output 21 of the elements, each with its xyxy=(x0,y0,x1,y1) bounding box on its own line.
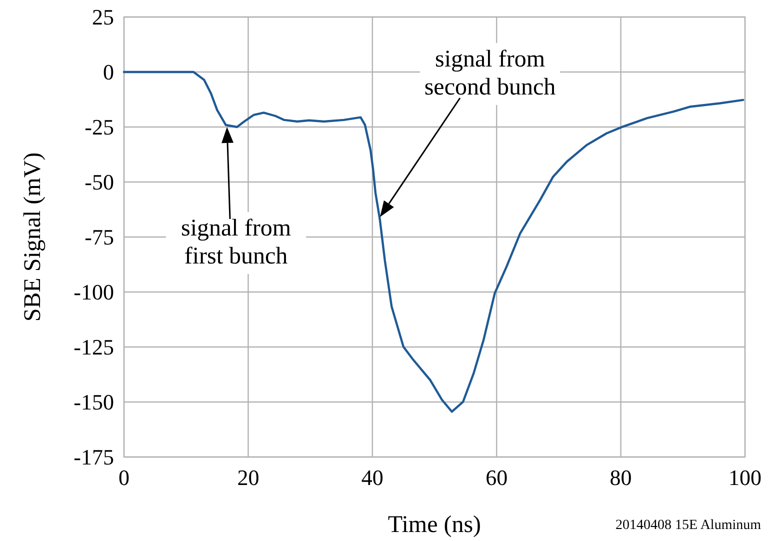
x-tick-label: 60 xyxy=(486,465,508,490)
y-tick-label: -75 xyxy=(84,224,114,250)
x-tick-label: 20 xyxy=(237,465,260,490)
text: 20140408 15E Aluminum xyxy=(616,518,762,533)
y-tick-label: -50 xyxy=(84,170,114,195)
x-tick-label: 0 xyxy=(118,465,130,490)
x-tick-label: 40 xyxy=(361,465,384,490)
y-tick-label: -175 xyxy=(74,444,114,470)
y-tick-label: -25 xyxy=(84,114,114,140)
y-axis-title: SBE Signal (mV) xyxy=(20,152,46,322)
y-tick-label: 0 xyxy=(103,60,114,85)
annotation: signal from second bunch xyxy=(424,46,556,101)
annotation: signal from first bunch xyxy=(181,216,292,270)
y-tick-label: -125 xyxy=(74,334,114,360)
x-tick-label: 100 xyxy=(728,465,762,490)
x-axis-title: Time (ns) xyxy=(388,512,482,538)
line-series xyxy=(122,70,744,413)
y-tick-label: -100 xyxy=(74,280,114,305)
y-tick-label: 25 xyxy=(92,4,114,30)
x-tick-label: 80 xyxy=(610,465,632,490)
y-tick-label: -150 xyxy=(74,390,114,415)
